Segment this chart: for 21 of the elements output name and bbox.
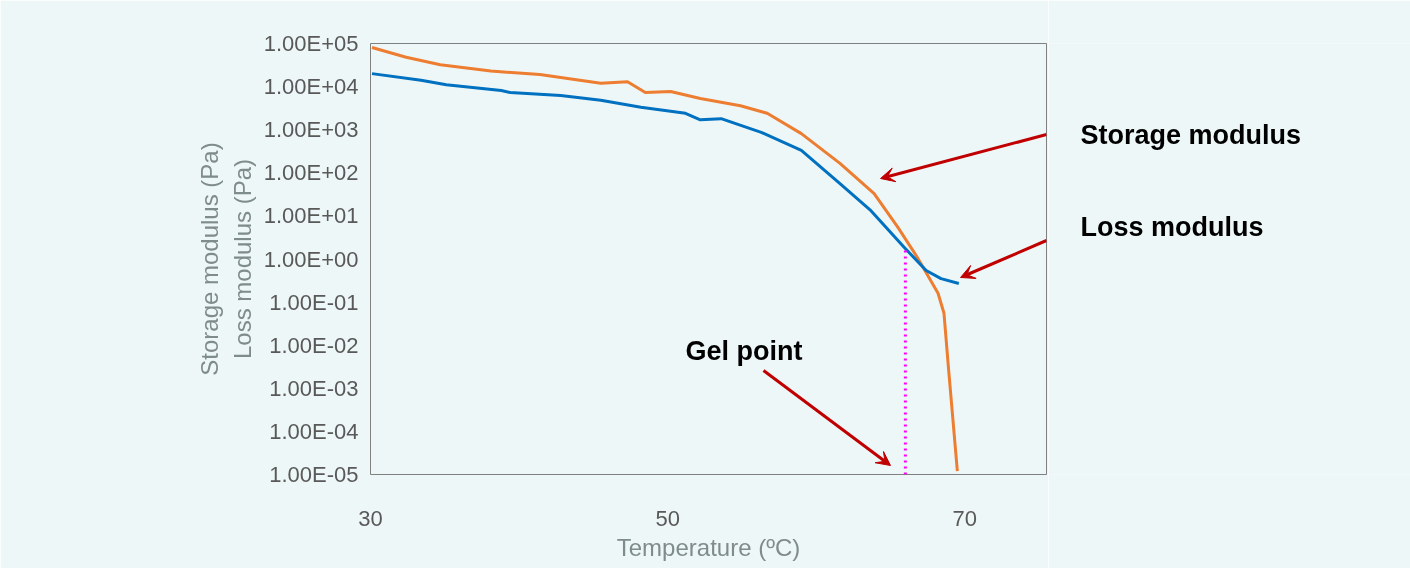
x-tick-label: 50: [655, 505, 680, 531]
annotation: Gel point: [685, 335, 803, 366]
text: Storage modulus: [1080, 120, 1302, 151]
y-tick-label: 1.00E+00: [263, 246, 359, 272]
y-tick-label: 1.00E+02: [263, 160, 359, 186]
y-axis-title: Storage modulus (Pa) Loss modulus (Pa): [196, 142, 256, 376]
y-tick-label: 1.00E-04: [269, 418, 359, 444]
y-tick-label: 1.00E+05: [263, 31, 359, 56]
x-axis-title: Temperature (ºC): [616, 533, 801, 561]
y-tick-label: 1.00E+01: [263, 203, 359, 229]
text: Loss modulus: [1080, 211, 1264, 242]
line-series: [370, 72, 961, 286]
y-tick-label: 1.00E+03: [263, 117, 359, 143]
y-tick-label: 1.00E-02: [269, 332, 359, 358]
line-series: [370, 45, 959, 473]
x-tick-label: 70: [952, 505, 978, 531]
y-tick-label: 1.00E+04: [263, 74, 359, 100]
y-tick-label: 1.00E-03: [269, 375, 359, 401]
y-tick-label: 1.00E-01: [269, 289, 359, 315]
y-tick-label: 1.00E-05: [269, 462, 359, 487]
x-tick-label: 30: [358, 505, 383, 531]
